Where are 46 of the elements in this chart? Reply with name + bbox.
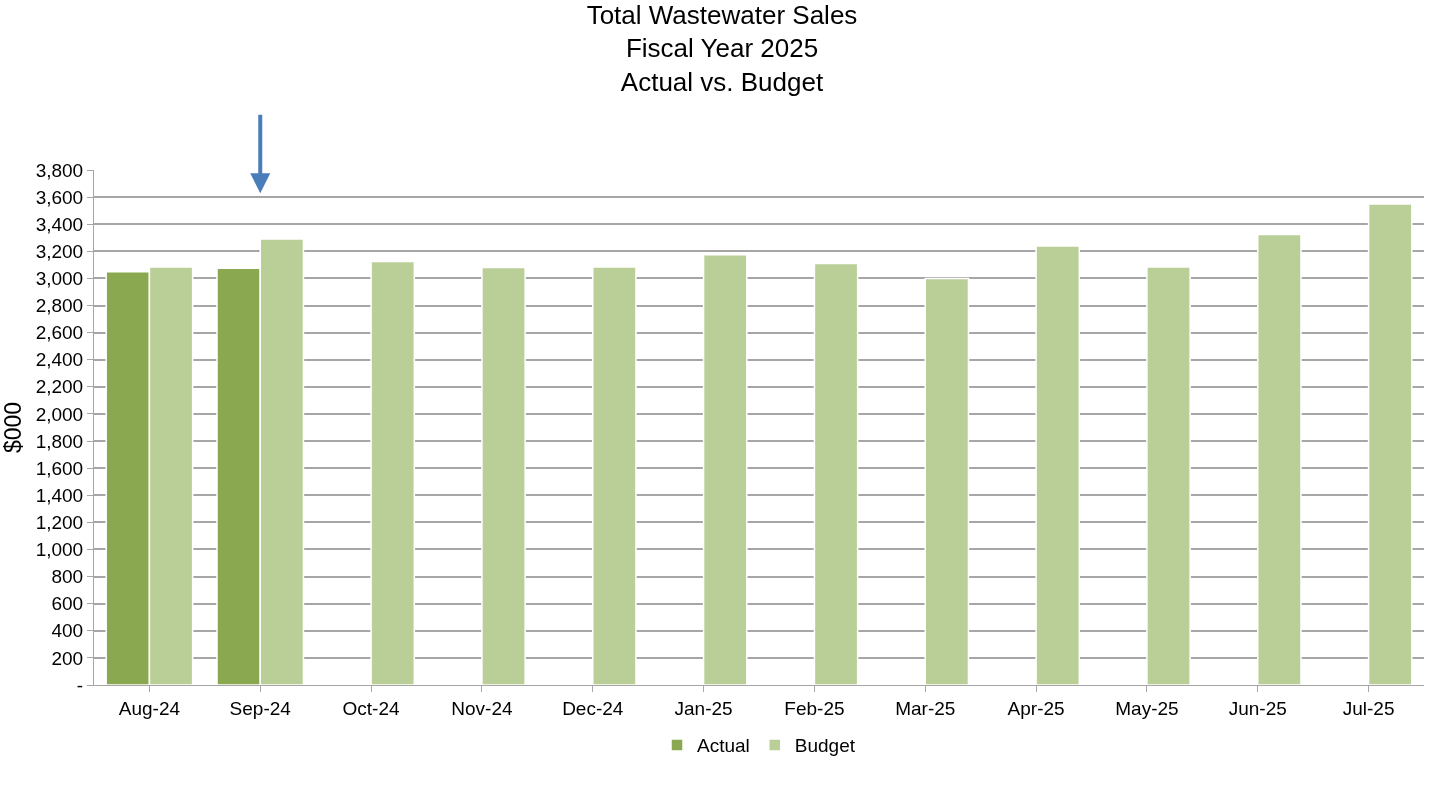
y-tick-label: 2,200 (35, 376, 84, 398)
bar (370, 260, 416, 685)
bar (702, 253, 748, 685)
bar (592, 266, 637, 685)
x-tick-label: Sep-24 (229, 697, 292, 719)
y-tick-label: 3,000 (35, 268, 84, 290)
y-tick-label: 3,800 (35, 159, 84, 181)
x-tick-label: Nov-24 (451, 697, 513, 719)
y-tick-label: 600 (51, 593, 84, 615)
bar (1367, 203, 1413, 685)
bar (924, 277, 970, 685)
legend-label: Budget (794, 735, 856, 757)
chart-title: Total Wastewater Sales Fiscal Year 2025 Actual vs. Budget (586, 0, 858, 98)
y-tick-label: 1,400 (35, 484, 84, 506)
y-tick-label: - (76, 674, 84, 696)
y-tick-label: 1,000 (35, 539, 84, 561)
x-tick-label: Mar-25 (895, 697, 956, 719)
y-tick-label: 2,600 (35, 322, 84, 344)
bar (1035, 245, 1081, 685)
x-tick-label: Dec-24 (562, 697, 624, 719)
y-tick-label: 1,600 (35, 457, 84, 479)
y-tick-label: 2,400 (35, 349, 84, 371)
bar (1257, 233, 1302, 685)
y-tick-label: 3,200 (35, 240, 84, 262)
legend-label: Actual (697, 735, 750, 757)
bar (481, 266, 526, 685)
y-tick-label: 2,800 (35, 295, 84, 317)
x-tick-label: Jun-25 (1228, 697, 1287, 719)
x-tick-label: Jul-25 (1342, 697, 1395, 719)
x-tick-label: May-25 (1115, 697, 1179, 719)
y-tick-label: 1,800 (35, 430, 84, 452)
x-tick-label: Feb-25 (784, 697, 845, 719)
y-tick-label: 400 (51, 620, 84, 642)
y-tick-label: 3,400 (35, 213, 84, 235)
y-tick-label: 3,600 (35, 186, 84, 208)
y-tick-label: 1,200 (35, 512, 84, 534)
y-tick-label: 800 (51, 566, 84, 588)
y-tick-label: 2,000 (35, 403, 84, 425)
bar (1146, 266, 1191, 685)
y-axis-title: $000 (0, 401, 26, 454)
x-tick-label: Jan-25 (674, 697, 733, 719)
x-tick-label: Oct-24 (342, 697, 401, 719)
bar (813, 262, 859, 685)
y-tick-label: 200 (51, 647, 84, 669)
x-tick-label: Aug-24 (118, 697, 181, 719)
x-tick-label: Apr-25 (1007, 697, 1065, 719)
